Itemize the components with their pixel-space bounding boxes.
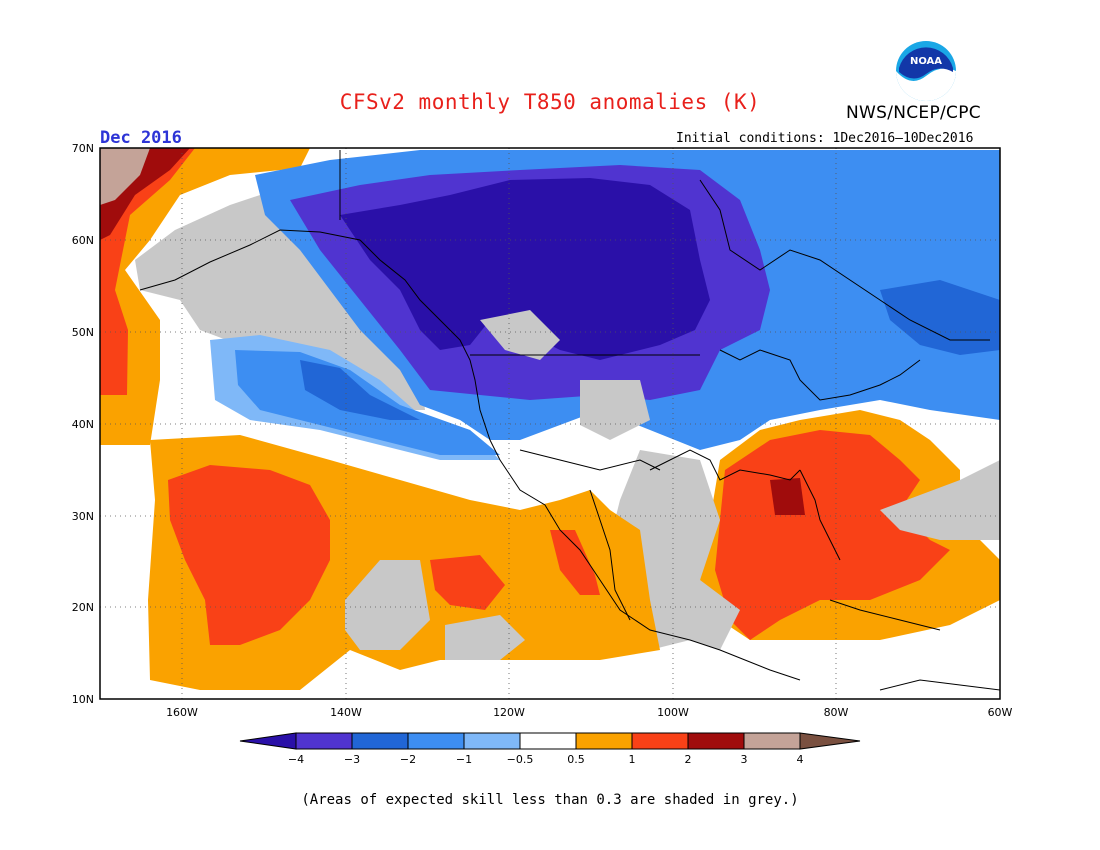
anomaly-field [100,148,1000,699]
colorbar-label-m3: −3 [344,753,360,766]
lat-label-20n: 20N [72,601,94,614]
lat-label-30n: 30N [72,510,94,523]
lon-label-60w: 60W [988,706,1013,719]
colorbar-bin-7 [631,732,689,750]
colorbar-high-arrow [799,732,861,750]
initial-conditions-label: Initial conditions: 1Dec2016–10Dec2016 [676,131,974,146]
lon-label-80w: 80W [824,706,849,719]
colorbar-bin-8 [687,732,745,750]
colorbar-label-m2: −2 [400,753,416,766]
lat-label-10n: 10N [72,693,94,706]
coastlines [139,150,1000,691]
colorbar-bin-9 [743,732,801,750]
lat-label-40n: 40N [72,418,94,431]
colorbar-label-p1: 1 [629,753,636,766]
map-gridlines [100,148,1000,699]
lon-label-100w: 100W [657,706,689,719]
figure-title: CFSv2 monthly T850 anomalies (K) [339,90,761,114]
lon-label-160w: 160W [166,706,198,719]
lon-label-120w: 120W [493,706,525,719]
map-frame [99,147,1001,700]
colorbar-low-arrow [239,732,297,750]
colorbar-label-p3: 3 [741,753,748,766]
lat-label-50n: 50N [72,326,94,339]
lat-label-70n: 70N [72,142,94,155]
noaa-logo-icon: NOAA [896,41,956,101]
colorbar [239,732,861,750]
colorbar-bin-1 [295,732,353,750]
svg-text:NOAA: NOAA [910,56,942,67]
colorbar-label-p2: 2 [685,753,692,766]
colorbar-bin-6 [575,732,633,750]
colorbar-label-p4: 4 [797,753,804,766]
colorbar-label-p05: 0.5 [567,753,585,766]
forecast-period-label: Dec 2016 [100,128,182,148]
skill-footnote: (Areas of expected skill less than 0.3 a… [301,792,799,808]
lat-label-60n: 60N [72,234,94,247]
colorbar-label-m4: −4 [288,753,304,766]
colorbar-bin-4 [463,732,521,750]
colorbar-label-m05: −0.5 [507,753,534,766]
colorbar-bin-2 [351,732,409,750]
lon-label-140w: 140W [330,706,362,719]
organization-label: NWS/NCEP/CPC [846,103,981,123]
colorbar-label-m1: −1 [456,753,472,766]
colorbar-bin-3 [407,732,465,750]
colorbar-bin-5 [519,732,577,750]
